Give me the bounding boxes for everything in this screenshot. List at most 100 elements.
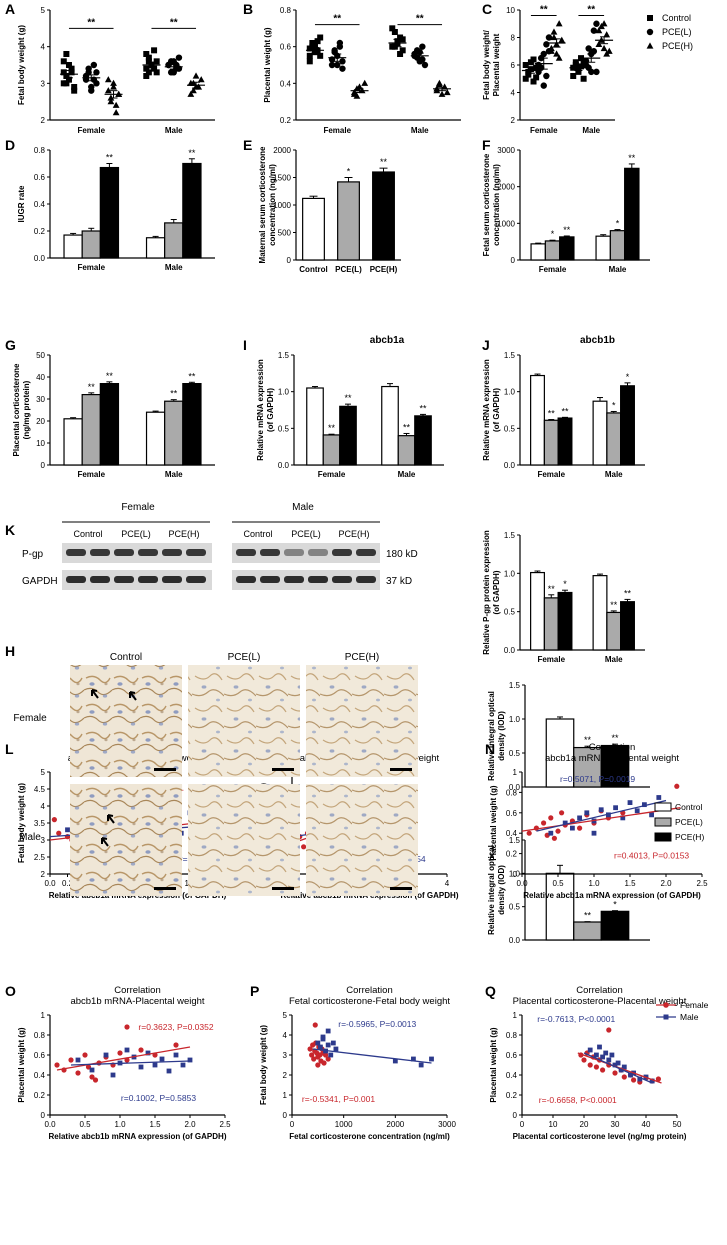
y-tick-label: 5 xyxy=(41,768,46,777)
data-point-triangle xyxy=(595,27,603,34)
legend-swatch xyxy=(654,802,672,812)
data-point-male xyxy=(330,1040,336,1046)
legend-label: PCE(L) xyxy=(662,27,692,37)
significance-label: ** xyxy=(611,733,619,743)
blot-row-label: P-gp xyxy=(22,549,44,560)
data-point-female xyxy=(321,1060,327,1066)
blot-band xyxy=(162,576,182,583)
data-point-male xyxy=(584,810,590,816)
blot-band xyxy=(356,549,376,556)
y-tick-label: 0.0 xyxy=(504,461,516,470)
data-point-male xyxy=(173,1052,179,1058)
y-tick-label: 0 xyxy=(511,256,516,265)
legend-item: Control xyxy=(654,802,703,812)
data-point-male xyxy=(89,1067,95,1073)
chart-panel-H1: 0.0 0.5 1.0 1.5 Relative integral optical den… xyxy=(487,681,650,792)
data-point-square xyxy=(65,76,72,83)
significance-label: ** xyxy=(563,225,571,235)
panel-label: G xyxy=(5,337,16,353)
bar xyxy=(81,230,101,259)
data-point-square xyxy=(71,87,78,94)
y-tick-label: 20 xyxy=(36,417,45,426)
y-axis-label: density (IOD) xyxy=(497,865,506,915)
data-point-male xyxy=(637,1076,643,1082)
x-tick-label: Male xyxy=(165,470,183,479)
legend-item: PCE(L) xyxy=(646,27,692,37)
panel-label: E xyxy=(243,137,252,153)
regression-line-male xyxy=(536,799,667,832)
data-point-circle xyxy=(545,34,553,41)
significance-label: ** xyxy=(87,17,95,28)
blot-band xyxy=(356,576,376,583)
data-point-male xyxy=(613,805,618,811)
ihc-micrograph xyxy=(188,665,300,777)
y-tick-label: 0.8 xyxy=(506,788,518,797)
male-correlation-stat: r=0.5071, P=0.0019 xyxy=(560,774,635,784)
y-tick-label: 2 xyxy=(511,116,516,125)
panel-label: B xyxy=(243,1,253,17)
bar xyxy=(530,374,545,466)
chart-title: Correlation xyxy=(589,742,635,753)
data-point-circle xyxy=(336,43,344,50)
x-tick-label: PCE(H) xyxy=(370,265,398,274)
bar xyxy=(337,181,360,261)
data-point-female xyxy=(581,1057,587,1063)
blot-band xyxy=(332,549,352,556)
y-tick-label: 2 xyxy=(41,116,46,125)
ihc-micrograph xyxy=(306,665,418,777)
y-tick-label: 1.5 xyxy=(278,351,290,360)
y-tick-label: 3 xyxy=(41,79,46,88)
blot-membrane xyxy=(62,543,212,563)
blot-kd-label: 180 kD xyxy=(386,549,418,560)
data-point-square xyxy=(314,38,321,45)
data-point-circle xyxy=(416,48,423,56)
data-point-square xyxy=(306,45,313,52)
data-point-triangle xyxy=(112,109,120,116)
x-tick-label: 2000 xyxy=(386,1120,404,1129)
data-point-square xyxy=(145,69,152,76)
data-point-square xyxy=(647,15,653,21)
y-tick-label: 0.2 xyxy=(34,1091,46,1100)
y-tick-label: 0.5 xyxy=(504,608,516,617)
female-correlation-stat: r=-0.5341, P=0.001 xyxy=(302,1094,376,1104)
y-tick-label: 0 xyxy=(513,1111,518,1120)
y-tick-label: 1000 xyxy=(497,219,515,228)
significance-label: ** xyxy=(170,17,178,28)
data-point-square xyxy=(68,69,75,76)
data-point-circle xyxy=(421,61,429,69)
data-point-circle xyxy=(339,65,346,72)
ihc-micrograph xyxy=(70,665,182,777)
blot-group-label: Male xyxy=(292,502,314,513)
data-point-triangle xyxy=(443,88,451,96)
x-tick-label: 20 xyxy=(580,1120,589,1129)
y-tick-label: 3 xyxy=(283,1051,288,1060)
y-tick-label: 1.0 xyxy=(509,869,521,878)
data-point-female xyxy=(56,830,62,836)
data-point-triangle xyxy=(555,20,563,27)
y-tick-label: 4 xyxy=(511,89,516,98)
significance-label: ** xyxy=(584,911,592,921)
blot-band xyxy=(162,549,182,556)
data-point-square xyxy=(153,58,160,65)
chart-title: abcb1b xyxy=(580,335,615,346)
data-point-triangle xyxy=(104,87,112,94)
data-point-circle xyxy=(88,87,95,94)
y-tick-label: 0.5 xyxy=(509,903,521,912)
chart-panel-E: 0 500 1000 1500 2000 Maternal serum corticost… xyxy=(258,146,401,274)
data-point-female xyxy=(526,830,532,836)
data-point-triangle xyxy=(361,79,369,86)
data-point-male xyxy=(166,1068,172,1074)
data-point-square xyxy=(399,36,406,43)
bar xyxy=(302,197,325,261)
data-point-triangle xyxy=(553,50,560,57)
x-tick-label: Female xyxy=(537,655,565,664)
data-point-triangle xyxy=(112,101,120,108)
significance-label: ** xyxy=(548,409,556,419)
y-tick-label: 0.0 xyxy=(509,936,521,945)
ihc-column-label: PCE(H) xyxy=(345,652,379,663)
x-tick-label: 0 xyxy=(520,1120,525,1129)
blot-band xyxy=(284,576,304,583)
legend-label: Control xyxy=(675,802,703,812)
data-point-triangle xyxy=(190,79,197,86)
bar xyxy=(306,387,324,466)
